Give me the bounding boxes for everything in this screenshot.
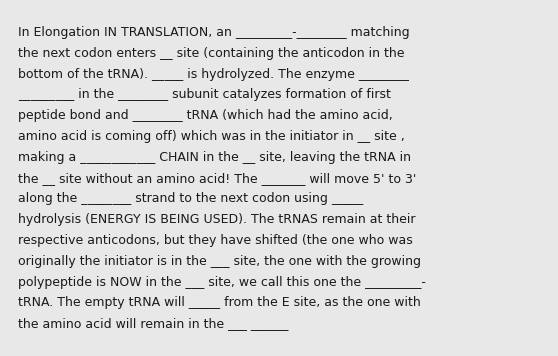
Text: In Elongation IN TRANSLATION, an _________-________ matching: In Elongation IN TRANSLATION, an _______… — [18, 26, 410, 39]
Text: bottom of the tRNA). _____ is hydrolyzed. The enzyme ________: bottom of the tRNA). _____ is hydrolyzed… — [18, 68, 409, 80]
Text: peptide bond and ________ tRNA (which had the amino acid,: peptide bond and ________ tRNA (which ha… — [18, 109, 393, 122]
Text: _________ in the ________ subunit catalyzes formation of first: _________ in the ________ subunit cataly… — [18, 88, 391, 101]
Text: amino acid is coming off) which was in the initiator in __ site ,: amino acid is coming off) which was in t… — [18, 130, 405, 143]
Text: originally the initiator is in the ___ site, the one with the growing: originally the initiator is in the ___ s… — [18, 255, 421, 268]
Text: along the ________ strand to the next codon using _____: along the ________ strand to the next co… — [18, 192, 363, 205]
Text: hydrolysis (ENERGY IS BEING USED). The tRNAS remain at their: hydrolysis (ENERGY IS BEING USED). The t… — [18, 213, 416, 226]
Text: respective anticodons, but they have shifted (the one who was: respective anticodons, but they have shi… — [18, 234, 413, 247]
Text: the __ site without an amino acid! The _______ will move 5' to 3': the __ site without an amino acid! The _… — [18, 172, 416, 185]
Text: the next codon enters __ site (containing the anticodon in the: the next codon enters __ site (containin… — [18, 47, 405, 60]
Text: making a ____________ CHAIN in the __ site, leaving the tRNA in: making a ____________ CHAIN in the __ si… — [18, 151, 411, 164]
Text: the amino acid will remain in the ___ ______: the amino acid will remain in the ___ __… — [18, 317, 288, 330]
Text: tRNA. The empty tRNA will _____ from the E site, as the one with: tRNA. The empty tRNA will _____ from the… — [18, 297, 421, 309]
Text: polypeptide is NOW in the ___ site, we call this one the _________-: polypeptide is NOW in the ___ site, we c… — [18, 276, 426, 289]
